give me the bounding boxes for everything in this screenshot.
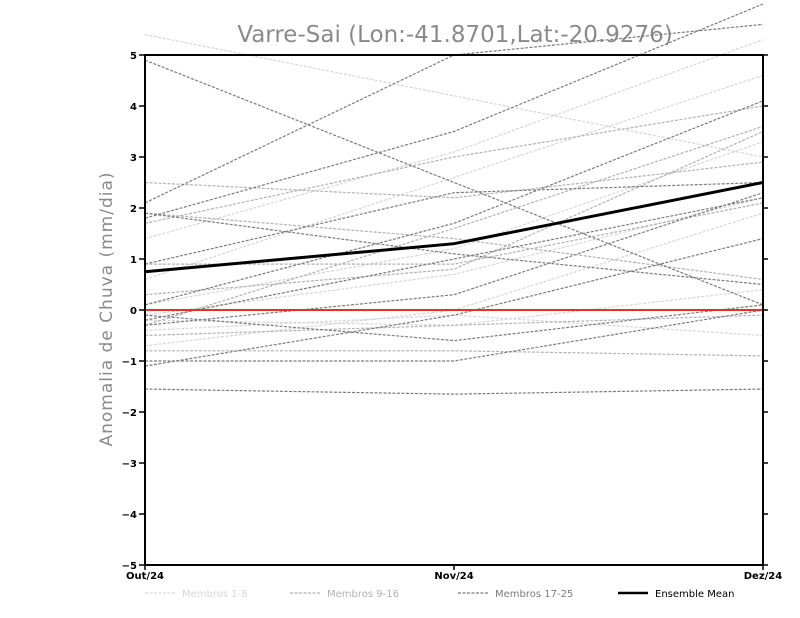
y-axis-label: Anomalia de Chuva (mm/dia) <box>97 171 117 446</box>
member-line-27 <box>144 59 764 306</box>
y-tick-label: 0 <box>130 306 137 317</box>
member-line-13 <box>144 125 764 326</box>
x-tick-label: Dez/24 <box>744 571 783 582</box>
legend-label-4: Ensemble Mean <box>655 589 734 600</box>
x-tick-label: Nov/24 <box>434 571 473 582</box>
member-line-16 <box>144 105 764 224</box>
ensemble-mean-layer <box>144 181 764 274</box>
member-line-8 <box>144 34 764 158</box>
legend-label-1: Membros 1-8 <box>182 589 248 600</box>
member-line-21 <box>144 197 764 321</box>
y-tick-label: 3 <box>130 153 137 164</box>
legend: Membros 1-8 Membros 9-16 Membros 17-25 Ense… <box>145 589 734 600</box>
series-layer <box>144 3 764 395</box>
y-tick-label: 5 <box>130 51 137 62</box>
y-tick-label: 4 <box>130 102 137 113</box>
member-line-12 <box>144 130 764 296</box>
member-line-25 <box>144 238 764 367</box>
member-line-10 <box>144 212 764 280</box>
member-line-4 <box>144 197 764 316</box>
member-line-24 <box>145 309 764 362</box>
ensemble-mean-line <box>144 181 764 274</box>
axis-layer: −5 −4 −3 −2 −1 0 1 2 3 4 5 Out/24 Nov/24 Dez/24 <box>122 51 783 582</box>
y-tick-label: −5 <box>122 561 137 572</box>
member-line-1 <box>144 39 764 240</box>
member-line-14 <box>144 314 764 337</box>
chart-title: Varre-Sai (Lon:-41.8701,Lat:-20.9276) <box>237 22 672 48</box>
member-line-26 <box>144 388 764 395</box>
member-line-11 <box>145 202 764 265</box>
member-line-28 <box>144 212 764 286</box>
member-line-19 <box>144 181 764 265</box>
member-line-6 <box>144 314 764 337</box>
member-line-17 <box>144 23 764 204</box>
member-line-18 <box>144 3 764 219</box>
x-tick-label: Out/24 <box>126 571 164 582</box>
y-tick-label: 1 <box>130 255 137 266</box>
member-line-20 <box>144 100 764 306</box>
member-line-5 <box>144 289 764 326</box>
y-tick-label: 2 <box>130 204 137 215</box>
y-tick-label: −2 <box>122 408 137 419</box>
legend-label-3: Membros 17-25 <box>495 589 573 600</box>
y-tick-label: −3 <box>122 459 137 470</box>
y-tick-label: −1 <box>122 357 137 368</box>
y-tick-label: −4 <box>122 510 137 521</box>
member-line-2 <box>144 74 764 280</box>
member-line-22 <box>144 192 764 326</box>
member-line-15 <box>145 350 764 357</box>
legend-label-2: Membros 9-16 <box>327 589 399 600</box>
